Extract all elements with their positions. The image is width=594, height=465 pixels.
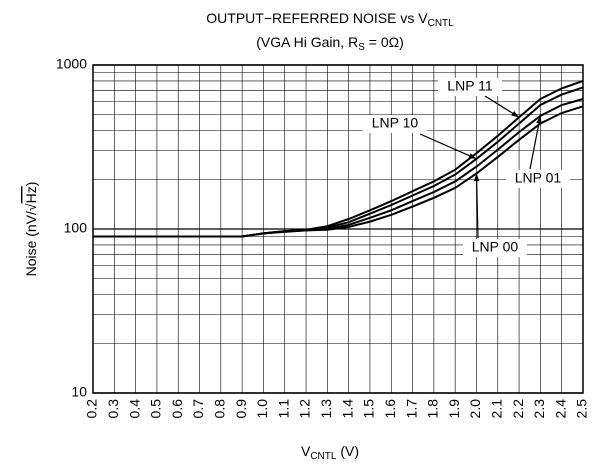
y-label-text: ) — [23, 182, 39, 187]
subtitle-text: = 0Ω) — [365, 34, 404, 50]
x-tick-label: 0.4 — [126, 399, 142, 419]
chart-title: OUTPUT−REFERRED NOISE vs VCNTL — [206, 10, 454, 29]
arrow-head — [511, 110, 520, 118]
y-label-text: Noise (nV/√ — [23, 203, 39, 276]
x-tick-label: 2.4 — [552, 399, 568, 419]
chart-subtitle: (VGA Hi Gain, RS = 0Ω) — [256, 34, 403, 53]
series-line — [93, 98, 584, 238]
label-background — [363, 115, 427, 133]
x-tick-label: 0.3 — [105, 399, 121, 419]
series-line — [93, 86, 584, 238]
x-tick-label: 1.7 — [403, 399, 419, 419]
x-tick-label: 1.8 — [425, 399, 441, 419]
series-line — [93, 105, 584, 238]
x-label-subscript: CNTL — [310, 451, 337, 462]
x-tick-label: 1.2 — [297, 399, 313, 419]
arrow-head — [536, 115, 542, 124]
title-subscript: CNTL — [428, 18, 455, 29]
title-text: OUTPUT−REFERRED NOISE vs V — [206, 10, 428, 26]
callout-arrow — [419, 133, 477, 160]
series-label: LNP 10 — [372, 115, 419, 131]
x-tick-label: 1.9 — [446, 399, 462, 419]
series-label: LNP 00 — [472, 239, 519, 255]
x-label-text: (V) — [336, 443, 359, 459]
x-tick-label: 1.5 — [361, 399, 377, 419]
x-tick-label: 1.4 — [339, 399, 355, 419]
x-tick-label: 0.6 — [169, 399, 185, 419]
series-label: LNP 11 — [447, 78, 493, 94]
x-tick-label: 2.2 — [510, 399, 526, 419]
y-tick-label: 1000 — [56, 56, 87, 72]
label-background — [506, 170, 570, 188]
x-tick-label: 0.7 — [190, 399, 206, 419]
x-label-text: V — [301, 443, 311, 459]
x-tick-label: 1.0 — [254, 399, 270, 419]
x-tick-label: 2.3 — [531, 399, 547, 419]
series-label: LNP 01 — [515, 170, 562, 186]
y-axis-label: Noise (nV/√Hz) — [23, 182, 39, 277]
x-tick-label: 0.8 — [212, 399, 228, 419]
x-tick-label: 2.1 — [488, 399, 504, 419]
series-line — [93, 79, 584, 238]
x-tick-label: 1.1 — [275, 399, 291, 419]
x-tick-label: 0.9 — [233, 399, 249, 419]
x-tick-label: 0.5 — [148, 399, 164, 419]
label-background — [463, 239, 527, 257]
subtitle-subscript: S — [358, 42, 365, 53]
callout-arrow — [529, 115, 541, 170]
y-label-text: Hz — [23, 186, 39, 203]
y-tick-label: 100 — [64, 220, 88, 236]
subtitle-text: (VGA Hi Gain, R — [256, 34, 358, 50]
x-axis-label: VCNTL (V) — [301, 443, 359, 462]
x-tick-label: 0.2 — [84, 399, 100, 419]
x-tick-label: 1.3 — [318, 399, 334, 419]
y-tick-label: 10 — [71, 384, 87, 400]
x-tick-label: 2.5 — [574, 399, 590, 419]
label-background — [438, 78, 502, 96]
callout-arrow — [475, 173, 479, 239]
x-tick-label: 2.0 — [467, 399, 483, 419]
plot-frame — [92, 64, 584, 394]
arrow-head — [468, 153, 477, 159]
arrow-head — [473, 173, 480, 182]
x-tick-label: 1.6 — [382, 399, 398, 419]
